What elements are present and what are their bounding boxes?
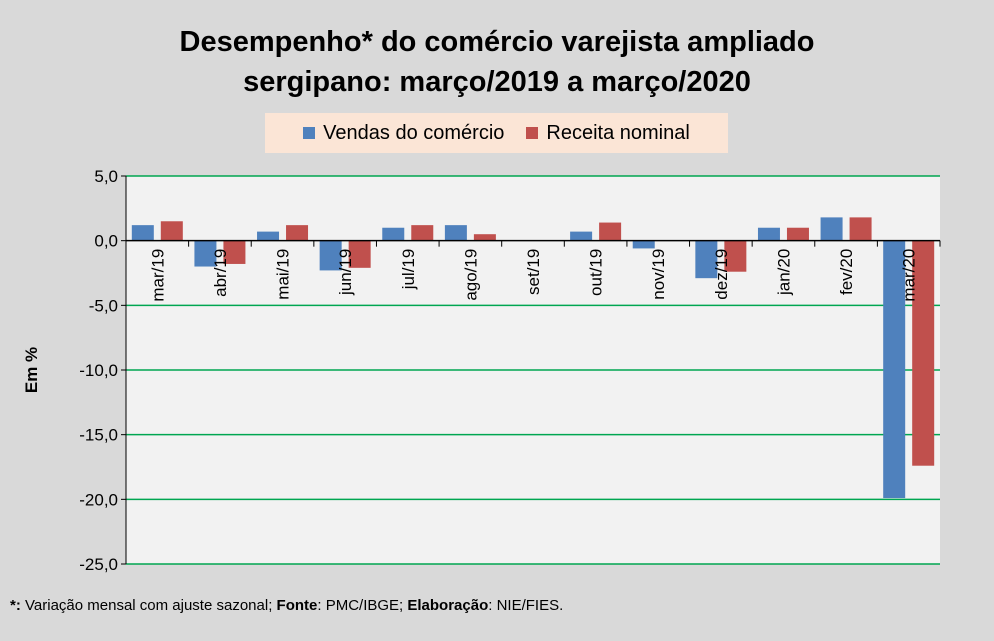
x-tick-label: fev/20	[837, 249, 856, 295]
bar-vendas	[570, 231, 593, 241]
x-tick-label: abr/19	[211, 249, 230, 297]
chart-title-line2: sergipano: março/2019 a março/2020	[243, 66, 751, 98]
y-tick-label: 5,0	[94, 167, 118, 186]
bar-vendas	[194, 240, 217, 267]
chart-legend: Vendas do comércio Receita nominal	[265, 113, 728, 153]
x-tick-label: set/19	[524, 249, 543, 295]
chart-title-line1: Desempenho* do comércio varejista amplia…	[179, 26, 815, 58]
y-tick-label: -15,0	[79, 426, 118, 445]
footnote-elab-value: : NIE/FIES.	[488, 597, 564, 614]
footnote-elab-label: Elaboração	[407, 597, 489, 614]
legend-item-receita: Receita nominal	[526, 121, 690, 145]
bar-vendas	[820, 217, 843, 241]
bar-receita	[786, 227, 809, 241]
x-tick-label: out/19	[587, 249, 606, 296]
bar-vendas	[257, 231, 280, 241]
bar-vendas	[382, 227, 405, 241]
legend-label-receita: Receita nominal	[546, 121, 690, 144]
bar-receita	[473, 234, 496, 241]
x-tick-label: jun/19	[336, 249, 355, 296]
bar-receita	[348, 240, 371, 268]
x-tick-label: ago/19	[461, 249, 480, 301]
bar-vendas	[319, 240, 342, 271]
x-tick-label: jan/20	[774, 249, 793, 296]
bar-receita	[160, 221, 183, 241]
y-axis-label: Em %	[22, 346, 41, 394]
x-tick-label: mai/19	[274, 249, 293, 300]
bar-receita	[286, 225, 309, 241]
legend-label-vendas: Vendas do comércio	[323, 121, 505, 144]
bar-receita	[912, 240, 935, 466]
bar-vendas	[757, 227, 780, 241]
bar-vendas	[131, 225, 154, 241]
chart-title: Desempenho* do comércio varejista amplia…	[0, 22, 994, 102]
bar-receita	[849, 217, 872, 241]
y-tick-label: -20,0	[79, 490, 118, 509]
legend-swatch-receita	[526, 127, 539, 139]
bar-receita	[724, 240, 747, 272]
x-tick-label: mar/20	[900, 249, 919, 302]
bar-receita	[411, 225, 434, 241]
legend-swatch-vendas	[303, 127, 316, 139]
legend-item-vendas: Vendas do comércio	[303, 122, 504, 145]
footnote-source-label: Fonte	[276, 597, 318, 614]
bar-vendas	[883, 240, 906, 499]
y-tick-label: -10,0	[79, 361, 118, 380]
footnote-asterisk: *:	[10, 597, 21, 614]
x-tick-label: dez/19	[712, 249, 731, 300]
y-tick-label: 0,0	[94, 232, 118, 251]
x-tick-label: nov/19	[649, 249, 668, 300]
bar-vendas	[632, 240, 655, 249]
bar-vendas	[695, 240, 718, 279]
footnote: *: Variação mensal com ajuste sazonal; F…	[10, 597, 563, 614]
bar-receita	[599, 222, 622, 241]
bar-vendas	[444, 225, 467, 241]
bar-receita	[223, 240, 246, 264]
x-tick-label: mar/19	[148, 249, 167, 302]
x-tick-label: jul/19	[399, 249, 418, 291]
y-tick-label: -5,0	[89, 296, 118, 315]
footnote-desc: Variação mensal com ajuste sazonal;	[20, 597, 277, 614]
y-tick-label: -25,0	[79, 555, 118, 574]
footnote-source-value: : PMC/IBGE;	[317, 597, 408, 614]
